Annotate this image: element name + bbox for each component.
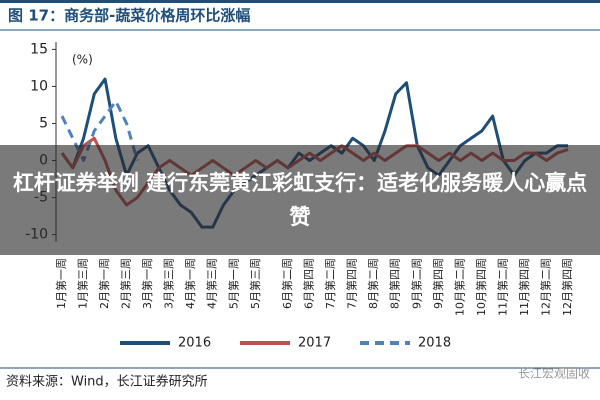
- x-tick-label: 10月第四周: [474, 258, 488, 316]
- y-tick-label: 10: [30, 78, 48, 94]
- x-tick-label: 9月第二周: [409, 258, 423, 309]
- x-tick-label: 9月第四周: [431, 258, 445, 309]
- banner: 杠杆证券举例 建行东莞黄江彩虹支行：适老化服务暖人心赢点赞: [0, 145, 600, 255]
- x-tick-label: 7月第二周: [323, 258, 337, 309]
- banner-text: 杠杆证券举例 建行东莞黄江彩虹支行：适老化服务暖人心赢点赞: [12, 171, 588, 229]
- source: 资料来源：Wind，长江证券研究所: [6, 374, 208, 390]
- legend-label: 2017: [298, 336, 331, 351]
- x-tick-label: 1月第一周: [54, 258, 68, 309]
- x-tick-label: 3月第一周: [140, 258, 154, 309]
- y-axis-label: (%): [72, 53, 93, 67]
- y-tick-label: 15: [30, 41, 48, 57]
- x-tick-label: 1月第三周: [76, 258, 90, 309]
- legend-label: 2016: [178, 336, 211, 351]
- x-tick-label: 2月第三周: [119, 258, 133, 309]
- x-tick-label: 6月第四周: [302, 258, 316, 309]
- x-tick-label: 12月第四周: [560, 258, 574, 316]
- legend-label: 2018: [418, 336, 451, 351]
- x-tick-label: 11月第四周: [517, 258, 531, 316]
- x-tick-label: 4月第三周: [205, 258, 219, 309]
- x-tick-label: 6月第二周: [280, 258, 294, 309]
- y-tick-label: 5: [39, 115, 48, 131]
- x-tick-label: 11月第二周: [495, 258, 509, 316]
- x-tick-label: 5月第三周: [248, 258, 262, 309]
- x-tick-label: 7月第四周: [345, 258, 359, 309]
- x-tick-label: 8月第二周: [366, 258, 380, 309]
- x-tick-label: 3月第三周: [162, 258, 176, 309]
- watermark: 长江宏观固收: [518, 366, 590, 381]
- series-line: [60, 99, 139, 163]
- x-tick-label: 12月第二周: [538, 258, 552, 316]
- x-tick-label: 10月第二周: [452, 258, 466, 316]
- chart-title: 图 17：商务部-蔬菜价格周环比涨幅: [8, 7, 250, 25]
- top-bar: [0, 0, 600, 3]
- x-tick-label: 5月第一周: [226, 258, 240, 309]
- x-tick-label: 8月第四周: [388, 258, 402, 309]
- x-tick-label: 4月第一周: [183, 258, 197, 309]
- x-tick-label: 2月第一周: [97, 258, 111, 309]
